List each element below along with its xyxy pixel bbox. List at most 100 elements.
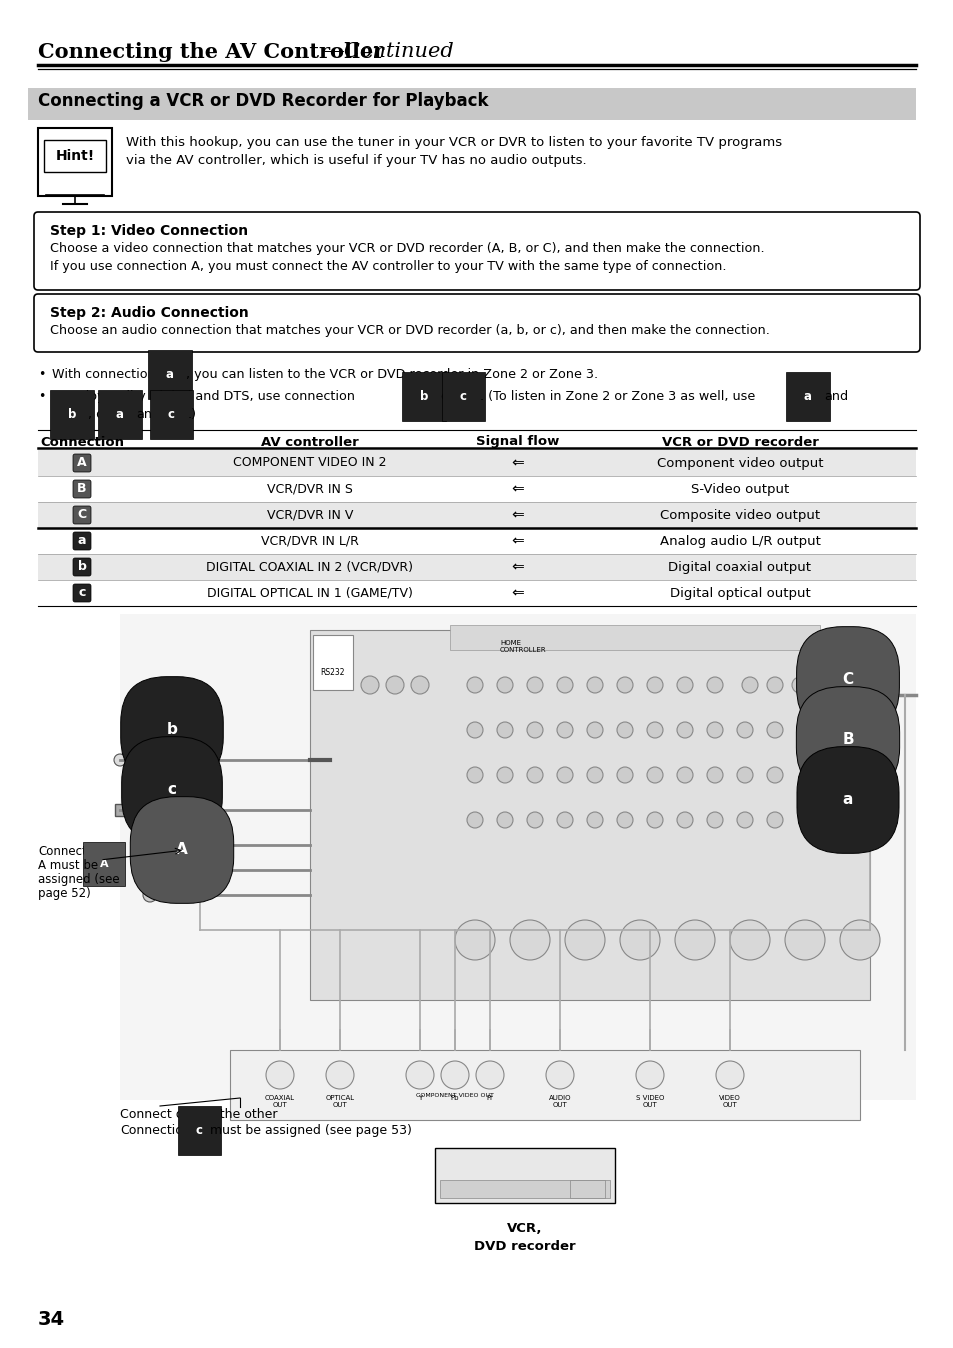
FancyBboxPatch shape: [34, 212, 919, 290]
Circle shape: [586, 677, 602, 693]
Text: COMPONENT VIDEO OUT: COMPONENT VIDEO OUT: [416, 1093, 494, 1099]
Circle shape: [586, 811, 602, 828]
Circle shape: [526, 723, 542, 737]
Circle shape: [510, 919, 550, 960]
Text: Y: Y: [417, 1095, 421, 1101]
Text: COAXIAL
OUT: COAXIAL OUT: [265, 1095, 294, 1108]
Circle shape: [840, 919, 879, 960]
Circle shape: [716, 1061, 743, 1089]
Bar: [450, 625, 820, 650]
Text: VCR/DVR IN S: VCR/DVR IN S: [267, 483, 353, 496]
Circle shape: [526, 767, 542, 783]
Text: a: a: [116, 408, 124, 421]
Text: A: A: [77, 457, 87, 469]
Circle shape: [737, 811, 752, 828]
Circle shape: [386, 675, 403, 694]
Circle shape: [476, 1061, 503, 1089]
Circle shape: [619, 919, 659, 960]
Text: S VIDEO
OUT: S VIDEO OUT: [635, 1095, 663, 1108]
Circle shape: [766, 811, 782, 828]
Text: b: b: [419, 390, 428, 403]
Text: Pb: Pb: [450, 1095, 458, 1101]
Text: C: C: [77, 508, 87, 522]
Bar: [38, 450, 915, 476]
Text: RS232: RS232: [320, 669, 345, 677]
Circle shape: [617, 723, 633, 737]
Circle shape: [706, 677, 722, 693]
Text: A: A: [176, 842, 188, 857]
Text: To enjoy Dolby Digital and DTS, use connection: To enjoy Dolby Digital and DTS, use conn…: [52, 390, 355, 403]
Circle shape: [545, 1061, 574, 1089]
Bar: [44, 140, 106, 173]
Text: Hint!: Hint!: [55, 150, 94, 163]
Text: Connecting the AV Controller: Connecting the AV Controller: [38, 42, 384, 62]
Text: b: b: [77, 561, 87, 573]
Bar: [230, 1050, 859, 1120]
Text: Digital coaxial output: Digital coaxial output: [668, 561, 811, 573]
Text: DIGITAL COAXIAL IN 2 (VCR/DVR): DIGITAL COAXIAL IN 2 (VCR/DVR): [206, 561, 413, 573]
Text: VCR/DVR IN V: VCR/DVR IN V: [267, 508, 353, 522]
Circle shape: [467, 677, 482, 693]
Text: A must be: A must be: [38, 859, 98, 872]
Bar: [435, 1148, 615, 1202]
Text: a: a: [166, 368, 173, 381]
Bar: [38, 501, 915, 528]
Circle shape: [326, 1061, 354, 1089]
Text: ⇐: ⇐: [511, 456, 524, 470]
Text: a: a: [803, 390, 811, 403]
Circle shape: [836, 782, 852, 798]
Circle shape: [791, 677, 807, 693]
Text: COMPONENT VIDEO IN 2: COMPONENT VIDEO IN 2: [233, 457, 386, 469]
Text: Choose an audio connection that matches your VCR or DVD recorder (a, b, or c), a: Choose an audio connection that matches …: [50, 324, 769, 337]
Text: Component video output: Component video output: [656, 457, 822, 469]
Text: AUDIO
OUT: AUDIO OUT: [548, 1095, 571, 1108]
Circle shape: [862, 687, 877, 704]
Text: With connection: With connection: [52, 368, 155, 381]
Bar: [28, 88, 915, 120]
Circle shape: [143, 838, 157, 852]
Bar: [38, 554, 915, 580]
Circle shape: [467, 723, 482, 737]
Circle shape: [646, 677, 662, 693]
Circle shape: [406, 1061, 434, 1089]
Text: If you use connection A, you must connect the AV controller to your TV with the : If you use connection A, you must connec…: [50, 260, 726, 274]
Text: Choose a video connection that matches your VCR or DVD recorder (A, B, or C), an: Choose a video connection that matches y…: [50, 243, 763, 255]
Text: a: a: [77, 535, 86, 547]
FancyBboxPatch shape: [73, 480, 91, 497]
Text: ⇐: ⇐: [511, 534, 524, 549]
Bar: [439, 1180, 609, 1198]
Circle shape: [455, 919, 495, 960]
Bar: [310, 630, 869, 1000]
Circle shape: [266, 1061, 294, 1089]
Bar: [569, 1180, 604, 1198]
Circle shape: [766, 723, 782, 737]
Circle shape: [143, 888, 157, 902]
Circle shape: [497, 723, 513, 737]
Bar: [313, 635, 353, 690]
Text: Connection: Connection: [38, 845, 105, 857]
Circle shape: [677, 723, 692, 737]
FancyBboxPatch shape: [73, 558, 91, 576]
Circle shape: [564, 919, 604, 960]
Text: must be assigned (see page 53): must be assigned (see page 53): [210, 1124, 412, 1136]
Circle shape: [766, 677, 782, 693]
Text: S-Video output: S-Video output: [690, 483, 788, 496]
Text: OPTICAL
OUT: OPTICAL OUT: [325, 1095, 355, 1108]
Text: Step 2: Audio Connection: Step 2: Audio Connection: [50, 306, 249, 319]
Circle shape: [526, 811, 542, 828]
Text: Connection: Connection: [40, 435, 124, 449]
Text: C: C: [841, 673, 853, 687]
Text: via the AV controller, which is useful if your TV has no audio outputs.: via the AV controller, which is useful i…: [126, 154, 586, 167]
Text: AV controller: AV controller: [261, 435, 358, 449]
Text: VCR/DVR IN L/R: VCR/DVR IN L/R: [261, 535, 358, 547]
Circle shape: [411, 675, 429, 694]
Text: Connecting a VCR or DVD Recorder for Playback: Connecting a VCR or DVD Recorder for Pla…: [38, 92, 488, 111]
Text: 34: 34: [38, 1310, 65, 1329]
FancyBboxPatch shape: [34, 294, 919, 352]
Circle shape: [586, 723, 602, 737]
Bar: [115, 803, 127, 816]
Circle shape: [766, 767, 782, 783]
Text: c: c: [459, 390, 467, 403]
Circle shape: [617, 767, 633, 783]
Text: Signal flow: Signal flow: [476, 435, 559, 449]
